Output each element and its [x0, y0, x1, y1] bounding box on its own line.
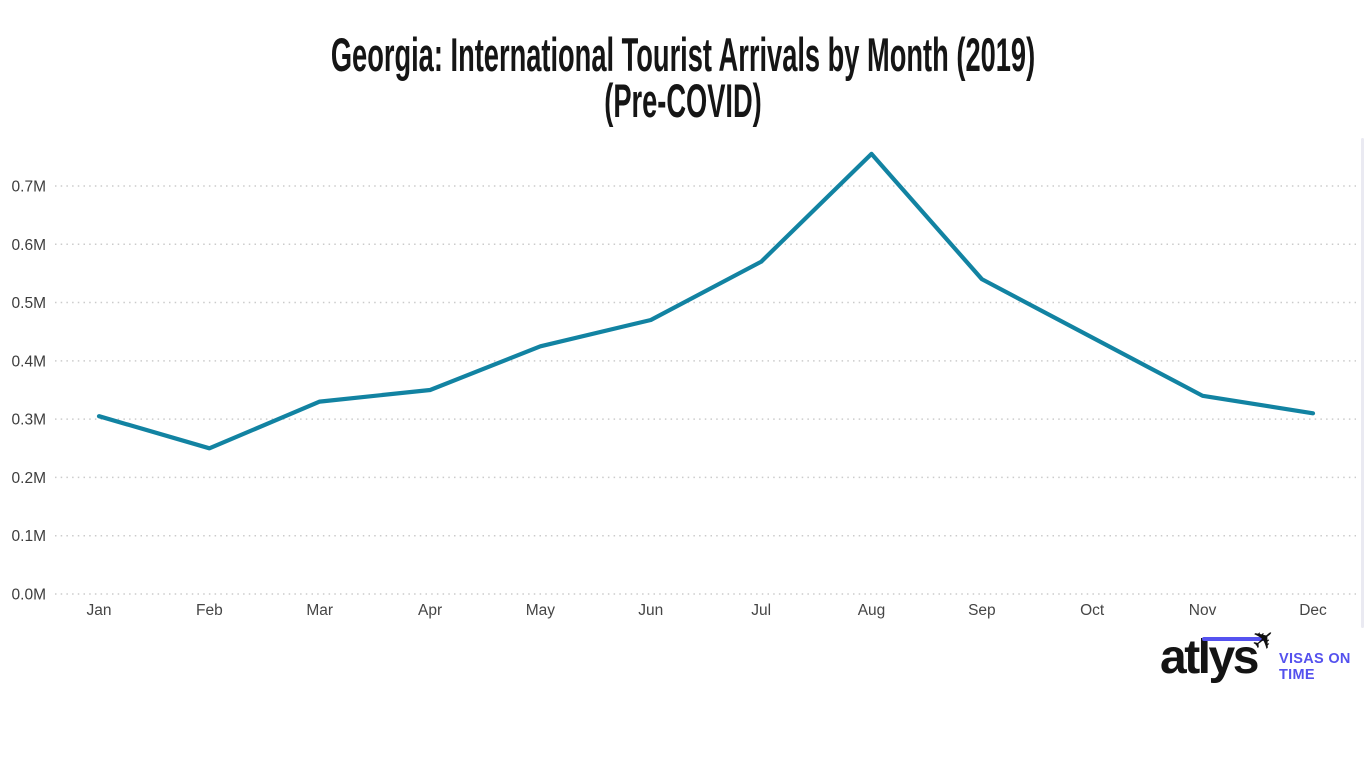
x-tick-label-Aug: Aug: [858, 602, 886, 619]
logo-tagline-line2: TIME: [1279, 667, 1315, 683]
y-tick-label-0.7M: 0.7M: [12, 178, 46, 195]
x-tick-label-Apr: Apr: [418, 602, 442, 619]
logo-tagline-line1: VISAS ON: [1279, 651, 1351, 667]
y-tick-label-0.3M: 0.3M: [12, 412, 46, 429]
y-tick-label-0.1M: 0.1M: [12, 528, 46, 545]
x-tick-label-May: May: [526, 602, 556, 619]
y-tick-label-0.0M: 0.0M: [12, 587, 46, 604]
y-tick-label-0.4M: 0.4M: [12, 353, 46, 370]
chart-title: Georgia: International Tourist Arrivals …: [287, 28, 1079, 127]
x-tick-label-Oct: Oct: [1080, 602, 1105, 619]
x-tick-label-Jul: Jul: [751, 602, 771, 619]
atlys-logo: atlys ✈ VISAS ON TIME: [1150, 620, 1362, 692]
logo-overline: [1202, 637, 1266, 641]
chart-title-line2: (Pre-COVID): [604, 74, 762, 127]
chart-title-line1: Georgia: International Tourist Arrivals …: [330, 28, 1036, 81]
arrivals-data-line: [96, 151, 1316, 451]
y-tick-label-0.6M: 0.6M: [12, 237, 46, 254]
x-tick-label-Jun: Jun: [638, 602, 663, 619]
x-tick-label-Mar: Mar: [306, 602, 333, 619]
x-tick-label-Feb: Feb: [196, 602, 223, 619]
x-tick-label-Dec: Dec: [1299, 602, 1327, 619]
plot-right-border: [1361, 138, 1364, 628]
y-tick-label-0.5M: 0.5M: [12, 295, 46, 312]
x-tick-label-Nov: Nov: [1189, 602, 1217, 619]
logo-tagline: VISAS ON TIME: [1279, 651, 1351, 683]
x-tick-label-Sep: Sep: [968, 602, 996, 619]
x-tick-label-Jan: Jan: [87, 602, 112, 619]
y-tick-label-0.2M: 0.2M: [12, 470, 46, 487]
